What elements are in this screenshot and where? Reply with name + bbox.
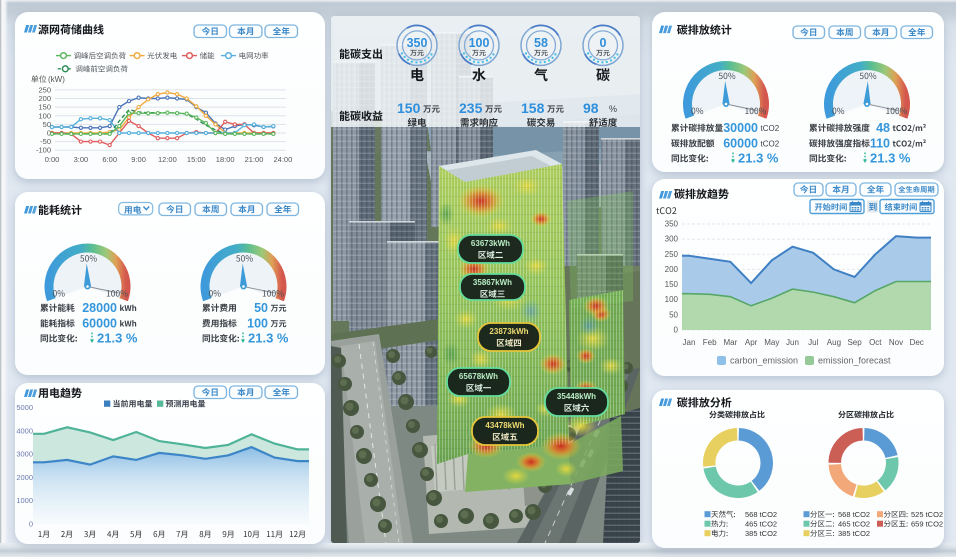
svg-text:58: 58: [534, 36, 548, 50]
svg-text:Mar: Mar: [724, 338, 738, 347]
svg-text:24:00: 24:00: [274, 155, 293, 164]
svg-text:9:00: 9:00: [131, 155, 146, 164]
svg-text:tCO2: tCO2: [761, 124, 780, 133]
svg-text:98: 98: [583, 100, 599, 116]
svg-text:465 tCO2: 465 tCO2: [838, 520, 870, 529]
svg-text:2000: 2000: [16, 473, 33, 482]
svg-text:385 tCO2: 385 tCO2: [745, 529, 777, 538]
svg-text:525 tCO2: 525 tCO2: [911, 510, 943, 519]
svg-text:Aug: Aug: [827, 338, 841, 347]
svg-text:emission_forecast: emission_forecast: [818, 356, 891, 366]
svg-text:300: 300: [665, 235, 679, 244]
svg-text:48: 48: [876, 121, 890, 135]
svg-text:21.3 %: 21.3 %: [738, 151, 779, 166]
svg-text:385 tCO2: 385 tCO2: [838, 529, 870, 538]
svg-text:43478kWh: 43478kWh: [485, 421, 524, 430]
svg-text:568 tCO2: 568 tCO2: [838, 510, 870, 519]
svg-text:0: 0: [600, 36, 607, 50]
svg-text:659 tCO2: 659 tCO2: [911, 520, 943, 529]
svg-text:Sep: Sep: [847, 338, 862, 347]
svg-text:100: 100: [665, 295, 679, 304]
svg-text:3:00: 3:00: [74, 155, 89, 164]
svg-text:235: 235: [459, 100, 483, 116]
svg-text:50: 50: [254, 301, 268, 315]
svg-text:60000: 60000: [82, 317, 117, 331]
svg-text:350: 350: [407, 36, 428, 50]
svg-text:Jun: Jun: [786, 338, 799, 347]
svg-text:150: 150: [665, 280, 679, 289]
svg-text:May: May: [764, 338, 779, 347]
svg-text:Dec: Dec: [910, 338, 924, 347]
svg-text:1000: 1000: [16, 496, 33, 505]
svg-text:200: 200: [38, 94, 51, 103]
svg-text:100: 100: [247, 317, 268, 331]
svg-text:21:00: 21:00: [245, 155, 264, 164]
svg-text:65678kWh: 65678kWh: [459, 372, 498, 381]
svg-text:21.3 %: 21.3 %: [248, 331, 289, 346]
svg-text:250: 250: [38, 85, 51, 94]
svg-text:12:00: 12:00: [158, 155, 177, 164]
svg-text:Nov: Nov: [889, 338, 903, 347]
svg-text:35867kWh: 35867kWh: [473, 278, 512, 287]
svg-text:60000: 60000: [723, 137, 758, 151]
svg-text:63673kWh: 63673kWh: [471, 239, 510, 248]
svg-text:50: 50: [43, 120, 51, 129]
svg-text:Oct: Oct: [869, 338, 882, 347]
svg-text:28000: 28000: [82, 301, 117, 315]
svg-text:tCO2: tCO2: [761, 140, 780, 149]
svg-text:150: 150: [397, 100, 421, 116]
svg-text:30000: 30000: [723, 121, 758, 135]
svg-text:6:00: 6:00: [102, 155, 117, 164]
svg-text:0: 0: [47, 129, 51, 138]
svg-text:-50: -50: [40, 137, 51, 146]
svg-text:15:00: 15:00: [187, 155, 206, 164]
svg-text:0: 0: [674, 326, 679, 335]
svg-text:23873kWh: 23873kWh: [489, 327, 528, 336]
svg-text:21.3 %: 21.3 %: [870, 151, 911, 166]
svg-text:4000: 4000: [16, 426, 33, 435]
svg-text:568 tCO2: 568 tCO2: [745, 510, 777, 519]
svg-text:Jan: Jan: [683, 338, 696, 347]
svg-text:(kW): (kW): [48, 75, 65, 84]
svg-text:350: 350: [665, 220, 679, 229]
svg-text:150: 150: [38, 103, 51, 112]
svg-text:0: 0: [29, 520, 33, 529]
svg-text:carbon_emission: carbon_emission: [730, 356, 798, 366]
svg-text:100: 100: [38, 111, 51, 120]
svg-text:3000: 3000: [16, 450, 33, 459]
svg-text:200: 200: [665, 265, 679, 274]
svg-text:Feb: Feb: [703, 338, 717, 347]
svg-text:100: 100: [469, 36, 490, 50]
svg-text:21.3 %: 21.3 %: [97, 331, 138, 346]
svg-text:465 tCO2: 465 tCO2: [745, 520, 777, 529]
svg-text:110: 110: [870, 137, 890, 151]
svg-text:18:00: 18:00: [216, 155, 235, 164]
svg-text:250: 250: [665, 250, 679, 259]
svg-text:5000: 5000: [16, 403, 33, 412]
svg-text:%: %: [609, 104, 617, 114]
svg-text:158: 158: [521, 100, 545, 116]
svg-text:50: 50: [669, 310, 678, 319]
svg-text:35448kWh: 35448kWh: [557, 392, 596, 401]
svg-text:Apr: Apr: [745, 338, 758, 347]
svg-text:0:00: 0:00: [45, 155, 60, 164]
svg-text:Jul: Jul: [808, 338, 818, 347]
svg-text:-100: -100: [36, 146, 51, 155]
